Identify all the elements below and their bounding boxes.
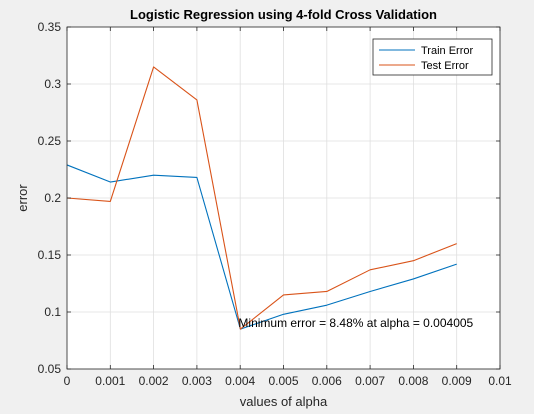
y-tick-label: 0.25 bbox=[38, 134, 62, 148]
x-tick-label: 0.008 bbox=[398, 374, 428, 388]
x-tick-label: 0.001 bbox=[95, 374, 125, 388]
x-tick-label: 0.006 bbox=[312, 374, 342, 388]
legend: Train Error Test Error bbox=[372, 38, 493, 76]
x-tick-label: 0.002 bbox=[139, 374, 169, 388]
y-tick-label: 0.35 bbox=[38, 20, 62, 34]
legend-box bbox=[372, 38, 493, 76]
legend-label: Test Error bbox=[421, 60, 469, 72]
y-axis-title: error bbox=[15, 184, 30, 212]
x-tick-label: 0.007 bbox=[355, 374, 385, 388]
series-lines bbox=[66, 66, 457, 330]
x-tick-label: 0.003 bbox=[182, 374, 212, 388]
legend-label: Train Error bbox=[421, 45, 473, 57]
y-tick-label: 0.2 bbox=[44, 191, 61, 205]
min-error-annotation: Minimum error = 8.48% at alpha = 0.00400… bbox=[238, 316, 473, 330]
series-line-train-error bbox=[66, 164, 457, 330]
chart-title: Logistic Regression using 4-fold Cross V… bbox=[130, 7, 437, 22]
y-tick-label: 0.1 bbox=[44, 305, 61, 319]
series-line-test-error bbox=[66, 66, 457, 330]
x-axis-title: values of alpha bbox=[240, 394, 328, 409]
axis-ticks: 0 0.001 0.002 0.003 0.004 0.005 0.006 0.007 0.00… bbox=[38, 20, 512, 388]
x-tick-label: 0.01 bbox=[488, 374, 512, 388]
y-tick-label: 0.3 bbox=[44, 77, 61, 91]
x-tick-label: 0 bbox=[64, 374, 71, 388]
x-tick-label: 0.005 bbox=[268, 374, 298, 388]
y-tick-label: 0.15 bbox=[38, 248, 62, 262]
x-tick-label: 0.009 bbox=[442, 374, 472, 388]
x-tick-label: 0.004 bbox=[225, 374, 255, 388]
y-tick-label: 0.05 bbox=[38, 362, 62, 376]
